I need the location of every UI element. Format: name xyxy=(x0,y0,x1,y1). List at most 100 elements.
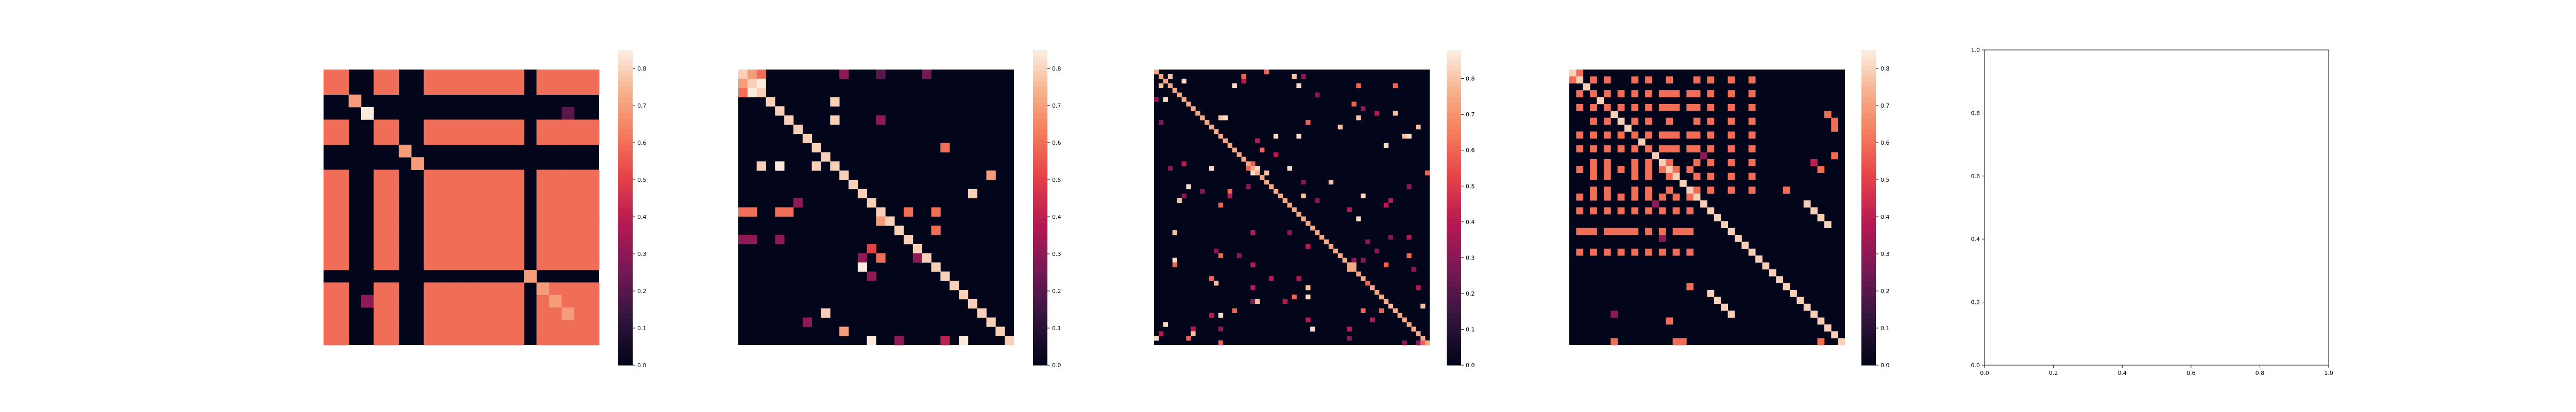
heatmap-cell xyxy=(1631,228,1639,235)
colorbar-segment xyxy=(1447,55,1461,61)
heatmap-cell xyxy=(1181,97,1187,102)
heatmap-cell xyxy=(1282,198,1287,203)
heatmap-cell xyxy=(461,169,474,183)
colorbar-segment xyxy=(1861,81,1876,87)
heatmap-cell xyxy=(1624,125,1632,132)
heatmap-cell xyxy=(1645,228,1652,235)
colorbar-tick-label: 0.6 xyxy=(1466,147,1475,154)
heatmap-cell xyxy=(1721,221,1728,229)
heatmap-cell xyxy=(1672,248,1680,256)
heatmap-cell xyxy=(1268,184,1274,190)
colorbar-segment xyxy=(1861,170,1876,177)
colorbar-segment xyxy=(618,155,633,161)
heatmap-cell xyxy=(461,207,474,220)
heatmap-cell xyxy=(1172,262,1177,267)
heatmap-cell xyxy=(756,78,766,89)
colorbar-segment xyxy=(1033,118,1047,124)
heatmap-cell xyxy=(324,207,336,220)
colorbar-segment xyxy=(1447,359,1461,366)
heatmap-cell xyxy=(1645,159,1652,166)
colorbar-segment xyxy=(618,213,633,218)
heatmap-cell xyxy=(1748,131,1756,139)
heatmap-cell xyxy=(802,133,812,144)
heatmap-cell xyxy=(1406,322,1412,327)
heatmap-cell xyxy=(1213,281,1219,286)
heatmap-cell xyxy=(423,232,437,245)
heatmap-cell xyxy=(931,226,941,235)
colorbar-segment xyxy=(1033,60,1047,66)
heatmap-cell xyxy=(1411,267,1416,272)
heatmap-cell xyxy=(562,70,574,82)
heatmap-cell xyxy=(536,257,550,270)
heatmap-cell xyxy=(747,207,757,217)
heatmap-2 xyxy=(738,70,1014,346)
heatmap-cell xyxy=(1658,166,1666,174)
heatmap-cell xyxy=(738,235,748,245)
heatmap-cell xyxy=(1783,186,1790,194)
colorbar-segment xyxy=(1861,281,1876,287)
heatmap-cell xyxy=(1831,152,1839,160)
colorbar-tick-label: 0.6 xyxy=(637,140,647,146)
heatmap-cell xyxy=(473,219,487,233)
heatmap-cell xyxy=(1241,157,1246,162)
heatmap-cell xyxy=(386,70,399,82)
colorbar-segment xyxy=(618,254,633,261)
heatmap-cell xyxy=(738,78,748,89)
colorbar-segment xyxy=(1861,254,1876,261)
heatmap-cell xyxy=(586,169,600,183)
heatmap-cell xyxy=(1658,193,1666,201)
heatmap-cell xyxy=(374,307,386,320)
heatmap-cell xyxy=(1264,180,1269,185)
colorbar-segment xyxy=(1033,354,1047,360)
heatmap-cell xyxy=(1158,83,1164,89)
heatmap-cell xyxy=(793,125,803,134)
heatmap-cell xyxy=(423,132,437,145)
heatmap-cell xyxy=(1306,317,1311,322)
heatmap-cell xyxy=(876,115,886,125)
colorbar-segment xyxy=(1033,239,1047,245)
colorbar-segment xyxy=(1447,234,1461,239)
heatmap-cell xyxy=(1250,166,1256,171)
colorbar-segment xyxy=(1447,102,1461,108)
colorbar-segment xyxy=(618,108,633,113)
colorbar-segment xyxy=(1447,349,1461,355)
colorbar-segment xyxy=(1447,71,1461,77)
colorbar-segment xyxy=(618,339,633,345)
heatmap-cell xyxy=(1755,255,1762,263)
heatmap-cell xyxy=(784,207,794,217)
colorbar-segment xyxy=(1861,108,1876,113)
colorbar-segment xyxy=(618,165,633,171)
heatmap-cell xyxy=(1631,173,1639,180)
heatmap-cell xyxy=(562,132,574,145)
heatmap-cell xyxy=(857,253,868,263)
colorbar-segment xyxy=(618,286,633,292)
heatmap-cell xyxy=(336,282,349,296)
heatmap-cell xyxy=(1645,166,1652,174)
heatmap-cell xyxy=(423,182,437,195)
colorbar-segment xyxy=(1033,192,1047,198)
heatmap-cell xyxy=(1672,166,1680,174)
colorbar-segment xyxy=(1033,234,1047,239)
heatmap-cell xyxy=(1624,228,1632,235)
heatmap-cell xyxy=(830,161,840,171)
colorbar-segment xyxy=(1861,359,1876,366)
heatmap-cell xyxy=(511,295,524,308)
heatmap-cell xyxy=(1576,207,1584,215)
heatmap-cell xyxy=(1218,202,1224,208)
heatmap-cell xyxy=(1301,74,1306,79)
heatmap-cell xyxy=(586,195,600,208)
heatmap-cell xyxy=(1590,104,1597,111)
colorbar-1: 0.0 0.1 0.2 0.3 0.4 0.5 0.6 0.7 0.8 xyxy=(618,50,647,369)
colorbar-segment xyxy=(618,349,633,355)
colorbar-tick-label: 0.2 xyxy=(1466,290,1475,297)
heatmap-cell xyxy=(473,82,487,95)
colorbar-segment xyxy=(1033,55,1047,61)
heatmap-cell xyxy=(486,295,499,308)
heatmap-cell xyxy=(747,70,757,79)
heatmap-cell xyxy=(1356,115,1361,121)
colorbar-segment xyxy=(1033,92,1047,98)
heatmap-cell xyxy=(1831,125,1839,132)
colorbar-segment xyxy=(1861,60,1876,66)
heatmap-cell xyxy=(1209,276,1214,281)
heatmap-cell xyxy=(1268,276,1274,281)
